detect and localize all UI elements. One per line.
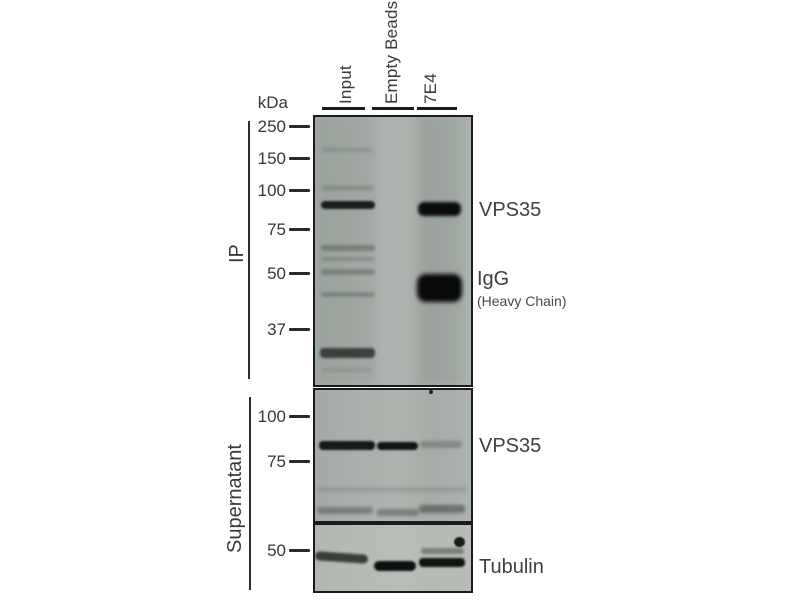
marker-tick-250-0 [289, 125, 310, 128]
lane-label-empty-beads: Empty Beads [382, 0, 401, 104]
supernatant-bracket-line [249, 397, 251, 590]
marker-tick-100-6 [289, 415, 310, 418]
marker-label-100-2: 100 [257, 181, 286, 200]
lane-underline-7e4 [417, 107, 457, 110]
marker-label-75-3: 75 [267, 220, 286, 239]
lane-label-input: Input [336, 65, 355, 104]
annotation-tubulin: Tubulin [479, 556, 544, 578]
marker-tick-150-1 [289, 157, 310, 160]
marker-label-250-0: 250 [257, 117, 286, 136]
group-label-ip: IP [226, 244, 248, 263]
marker-label-37-5: 37 [267, 320, 286, 339]
marker-tick-50-8 [289, 549, 310, 552]
marker-label-100-6: 100 [257, 407, 286, 426]
annotation-ip-vps35: VPS35 [479, 199, 542, 221]
marker-tick-75-3 [289, 228, 310, 231]
marker-tick-75-7 [289, 460, 310, 463]
annotation-igg-heavy-chain: (Heavy Chain) [477, 293, 567, 309]
annotation-sup-vps35: VPS35 [479, 435, 542, 457]
marker-label-150-1: 150 [257, 149, 286, 168]
tubulin-gel-panel [313, 523, 473, 593]
ip-bracket-line [248, 121, 250, 379]
kda-unit-label: kDa [257, 93, 288, 112]
annotation-igg: IgG [477, 268, 510, 290]
ip-gel-panel [313, 115, 473, 387]
lane-underline-empty-beads [372, 107, 414, 110]
supernatant-gel-panel [313, 388, 473, 523]
marker-tick-37-5 [289, 328, 310, 331]
marker-label-50-4: 50 [267, 264, 286, 283]
lane-underline-input [322, 107, 365, 110]
marker-tick-100-2 [289, 189, 310, 192]
marker-tick-50-4 [289, 272, 310, 275]
lane-label-7e4: 7E4 [421, 73, 440, 104]
group-label-supernatant: Supernatant [224, 444, 246, 553]
